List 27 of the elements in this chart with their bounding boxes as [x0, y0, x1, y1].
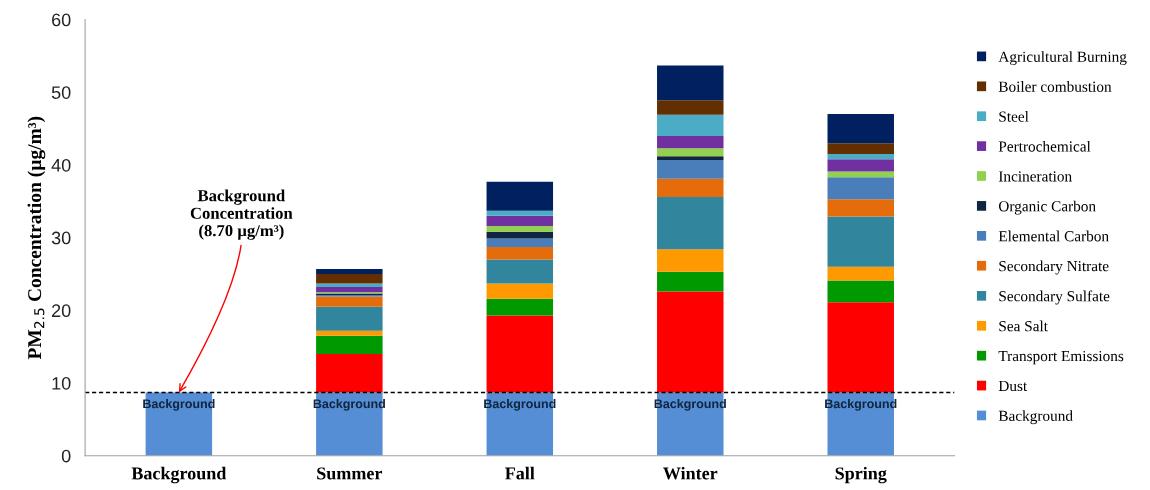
- legend-label: Background: [998, 410, 1073, 425]
- legend-label: Steel: [999, 110, 1029, 122]
- y-tick-label: 60: [52, 13, 71, 27]
- y-axis-title: PM$_{2.5}$ Concentration (µg/m³): [27, 116, 46, 360]
- legend-label: Incineration: [998, 171, 1072, 182]
- legend-label: Organic Carbon: [998, 200, 1096, 215]
- y-tick-label: 40: [51, 158, 71, 172]
- x-tick-label: Summer: [317, 467, 383, 480]
- legend-label: Secondary Nitrate: [999, 260, 1109, 275]
- x-tick-label: Spring: [835, 466, 887, 484]
- legend-label: Pertrochemical: [998, 140, 1091, 152]
- y-tick-label: 20: [52, 304, 71, 318]
- y-tick-label: 10: [52, 376, 71, 390]
- y-tick-label: 50: [51, 86, 71, 99]
- legend-label: Secondary Sulfate: [999, 290, 1110, 305]
- legend-label: Dust: [998, 380, 1028, 392]
- legend-label: Sea Salt: [999, 320, 1048, 332]
- legend-label: Boiler combustion: [998, 81, 1112, 92]
- legend-label: Elemental Carbon: [998, 230, 1109, 242]
- annotation: Background Concentration (8.70 µg/m³): [190, 189, 293, 240]
- legend-label: Transport Emissions: [998, 350, 1124, 365]
- legend-label: Agricultural Burning: [998, 51, 1127, 66]
- y-tick-label: 30: [51, 231, 71, 245]
- x-tick-label: Fall: [505, 466, 535, 480]
- x-tick-label: Background: [131, 466, 227, 484]
- y-tick-label: 0: [61, 449, 71, 463]
- x-tick-label: Winter: [663, 466, 718, 480]
